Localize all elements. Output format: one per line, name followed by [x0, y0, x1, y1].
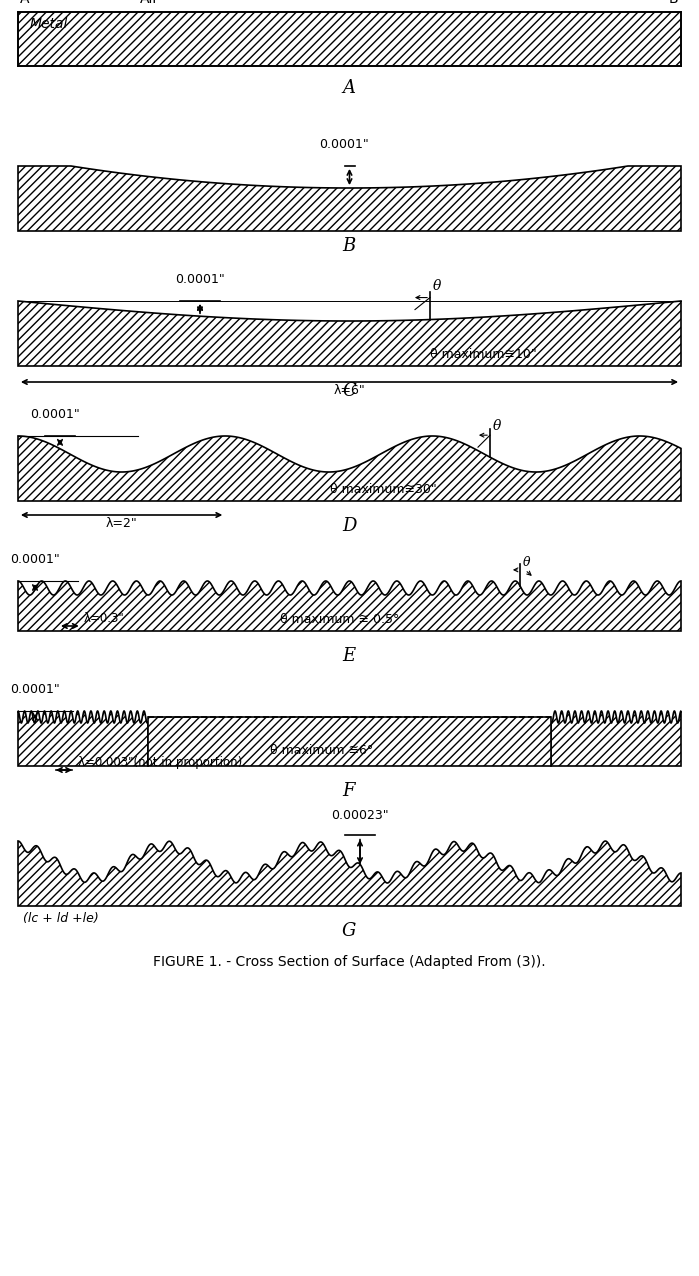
Text: A: A [20, 0, 29, 6]
Bar [148, 717, 551, 766]
Text: λ=0.003"(not in proportion): λ=0.003"(not in proportion) [78, 755, 243, 769]
Text: F: F [343, 782, 355, 800]
Text: λ=2": λ=2" [106, 517, 138, 530]
Text: 0.0001": 0.0001" [10, 683, 60, 695]
Text: θ maximum ≅6°: θ maximum ≅6° [270, 744, 373, 757]
Polygon shape [18, 166, 681, 231]
Text: 0.0001": 0.0001" [30, 408, 80, 421]
Text: 0.0001": 0.0001" [175, 273, 225, 286]
Text: C: C [342, 382, 356, 399]
Text: 0.00023": 0.00023" [331, 809, 389, 822]
Text: D: D [342, 517, 356, 535]
Text: θ maximum≅10": θ maximum≅10" [430, 348, 537, 361]
Polygon shape [18, 711, 148, 766]
Text: θ maximum≅30": θ maximum≅30" [330, 484, 437, 496]
Text: B: B [669, 0, 679, 6]
Polygon shape [18, 301, 681, 366]
Text: 0.0001": 0.0001" [10, 553, 60, 567]
Text: A: A [343, 79, 356, 97]
Text: λ=0.3": λ=0.3" [84, 612, 124, 625]
Polygon shape [18, 11, 681, 66]
Text: (lc + ld +le): (lc + ld +le) [23, 912, 99, 925]
Text: θ: θ [523, 556, 531, 569]
Text: E: E [343, 647, 356, 665]
Text: θ: θ [493, 419, 501, 433]
Polygon shape [18, 436, 681, 501]
Text: θ maximum ≅ 0.5°: θ maximum ≅ 0.5° [280, 612, 399, 627]
Text: λ=6": λ=6" [333, 384, 365, 397]
Text: G: G [342, 923, 356, 940]
Text: θ: θ [433, 278, 441, 292]
Text: FIGURE 1. - Cross Section of Surface (Adapted From (3)).: FIGURE 1. - Cross Section of Surface (Ad… [152, 954, 545, 968]
Text: 0.0001": 0.0001" [319, 138, 369, 151]
Polygon shape [18, 581, 681, 632]
Polygon shape [18, 841, 681, 906]
Text: Metal: Metal [30, 17, 69, 31]
Text: B: B [343, 237, 356, 255]
Polygon shape [551, 711, 681, 766]
Text: Air: Air [140, 0, 159, 6]
